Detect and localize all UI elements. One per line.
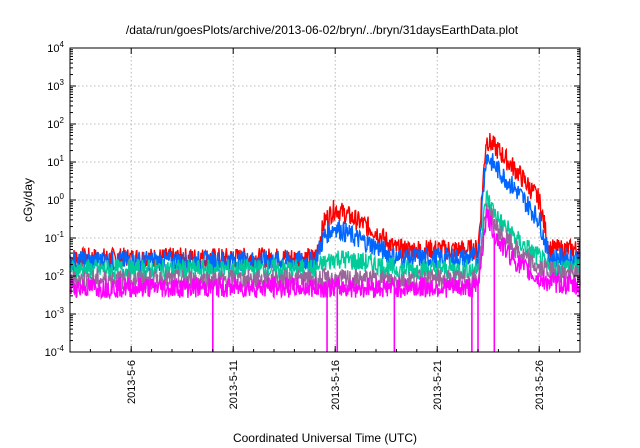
y-tick-label: 10-4 <box>45 344 65 359</box>
x-axis: 2013-5-6 2013-5-11 2013-5-16 2013-5-21 2013-… <box>69 48 581 410</box>
series-line-2 <box>69 153 581 273</box>
y-tick-label: 10-1 <box>45 230 65 245</box>
series-layer <box>69 132 581 352</box>
y-axis: 10-4 10-3 10-2 10-1 100 101 102 103 104 <box>45 40 580 359</box>
x-tick-label: 2013-5-21 <box>432 360 444 410</box>
y-tick-label: 104 <box>47 40 64 55</box>
y-tick-label: 103 <box>47 78 64 93</box>
y-tick-label: 10-3 <box>45 306 65 321</box>
grid <box>70 48 580 352</box>
series-line-3 <box>69 189 581 281</box>
x-axis-label: Coordinated Universal Time (UTC) <box>233 431 417 445</box>
series-line-4 <box>69 203 581 293</box>
x-tick-label: 2013-5-16 <box>330 360 342 410</box>
y-axis-label: cGy/day <box>21 178 35 222</box>
y-tick-label: 10-2 <box>45 268 65 283</box>
y-tick-label: 101 <box>47 154 64 169</box>
x-tick-label: 2013-5-6 <box>126 360 138 404</box>
chart-title: /data/run/goesPlots/archive/2013-06-02/b… <box>126 23 519 37</box>
y-tick-label: 100 <box>47 192 64 207</box>
x-tick-label: 2013-5-11 <box>228 360 240 409</box>
x-tick-label: 2013-5-26 <box>534 360 546 410</box>
y-tick-label: 102 <box>47 116 64 131</box>
